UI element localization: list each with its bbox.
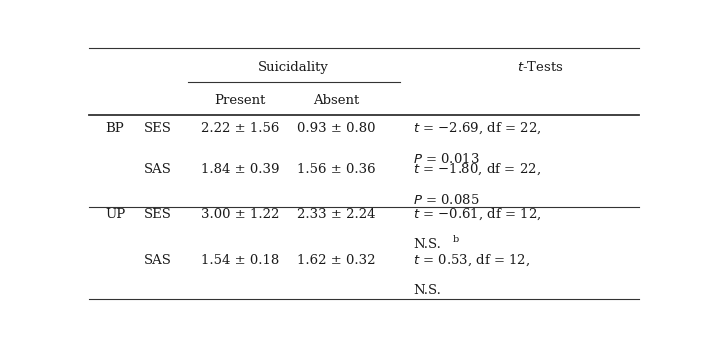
- Text: SES: SES: [143, 122, 172, 135]
- Text: $\mathit{t}$ = 0.53, df = 12,: $\mathit{t}$ = 0.53, df = 12,: [413, 252, 530, 268]
- Text: N.S.: N.S.: [413, 238, 442, 251]
- Text: 3.00 ± 1.22: 3.00 ± 1.22: [201, 208, 279, 221]
- Text: $\mathit{P}$ = 0.013: $\mathit{P}$ = 0.013: [413, 152, 480, 166]
- Text: Absent: Absent: [313, 94, 359, 107]
- Text: UP: UP: [105, 208, 126, 221]
- Text: Present: Present: [214, 94, 266, 107]
- Text: 1.56 ± 0.36: 1.56 ± 0.36: [297, 163, 376, 176]
- Text: Suicidality: Suicidality: [258, 61, 329, 74]
- Text: $\mathit{t}$ = −0.61, df = 12,: $\mathit{t}$ = −0.61, df = 12,: [413, 206, 542, 222]
- Text: BP: BP: [105, 122, 124, 135]
- Text: 2.22 ± 1.56: 2.22 ± 1.56: [201, 122, 279, 135]
- Text: $\mathit{t}$ = −2.69, df = 22,: $\mathit{t}$ = −2.69, df = 22,: [413, 121, 542, 136]
- Text: SAS: SAS: [143, 163, 172, 176]
- Text: N.S.: N.S.: [413, 284, 442, 297]
- Text: $\mathit{t}$-Tests: $\mathit{t}$-Tests: [517, 61, 563, 74]
- Text: b: b: [453, 235, 459, 245]
- Text: 2.33 ± 2.24: 2.33 ± 2.24: [297, 208, 376, 221]
- Text: 0.93 ± 0.80: 0.93 ± 0.80: [297, 122, 376, 135]
- Text: 1.84 ± 0.39: 1.84 ± 0.39: [201, 163, 279, 176]
- Text: $\mathit{t}$ = −1.80, df = 22,: $\mathit{t}$ = −1.80, df = 22,: [413, 161, 541, 177]
- Text: 1.54 ± 0.18: 1.54 ± 0.18: [201, 254, 279, 267]
- Text: SES: SES: [143, 208, 172, 221]
- Text: SAS: SAS: [143, 254, 172, 267]
- Text: 1.62 ± 0.32: 1.62 ± 0.32: [297, 254, 376, 267]
- Text: $\mathit{P}$ = 0.085: $\mathit{P}$ = 0.085: [413, 193, 480, 207]
